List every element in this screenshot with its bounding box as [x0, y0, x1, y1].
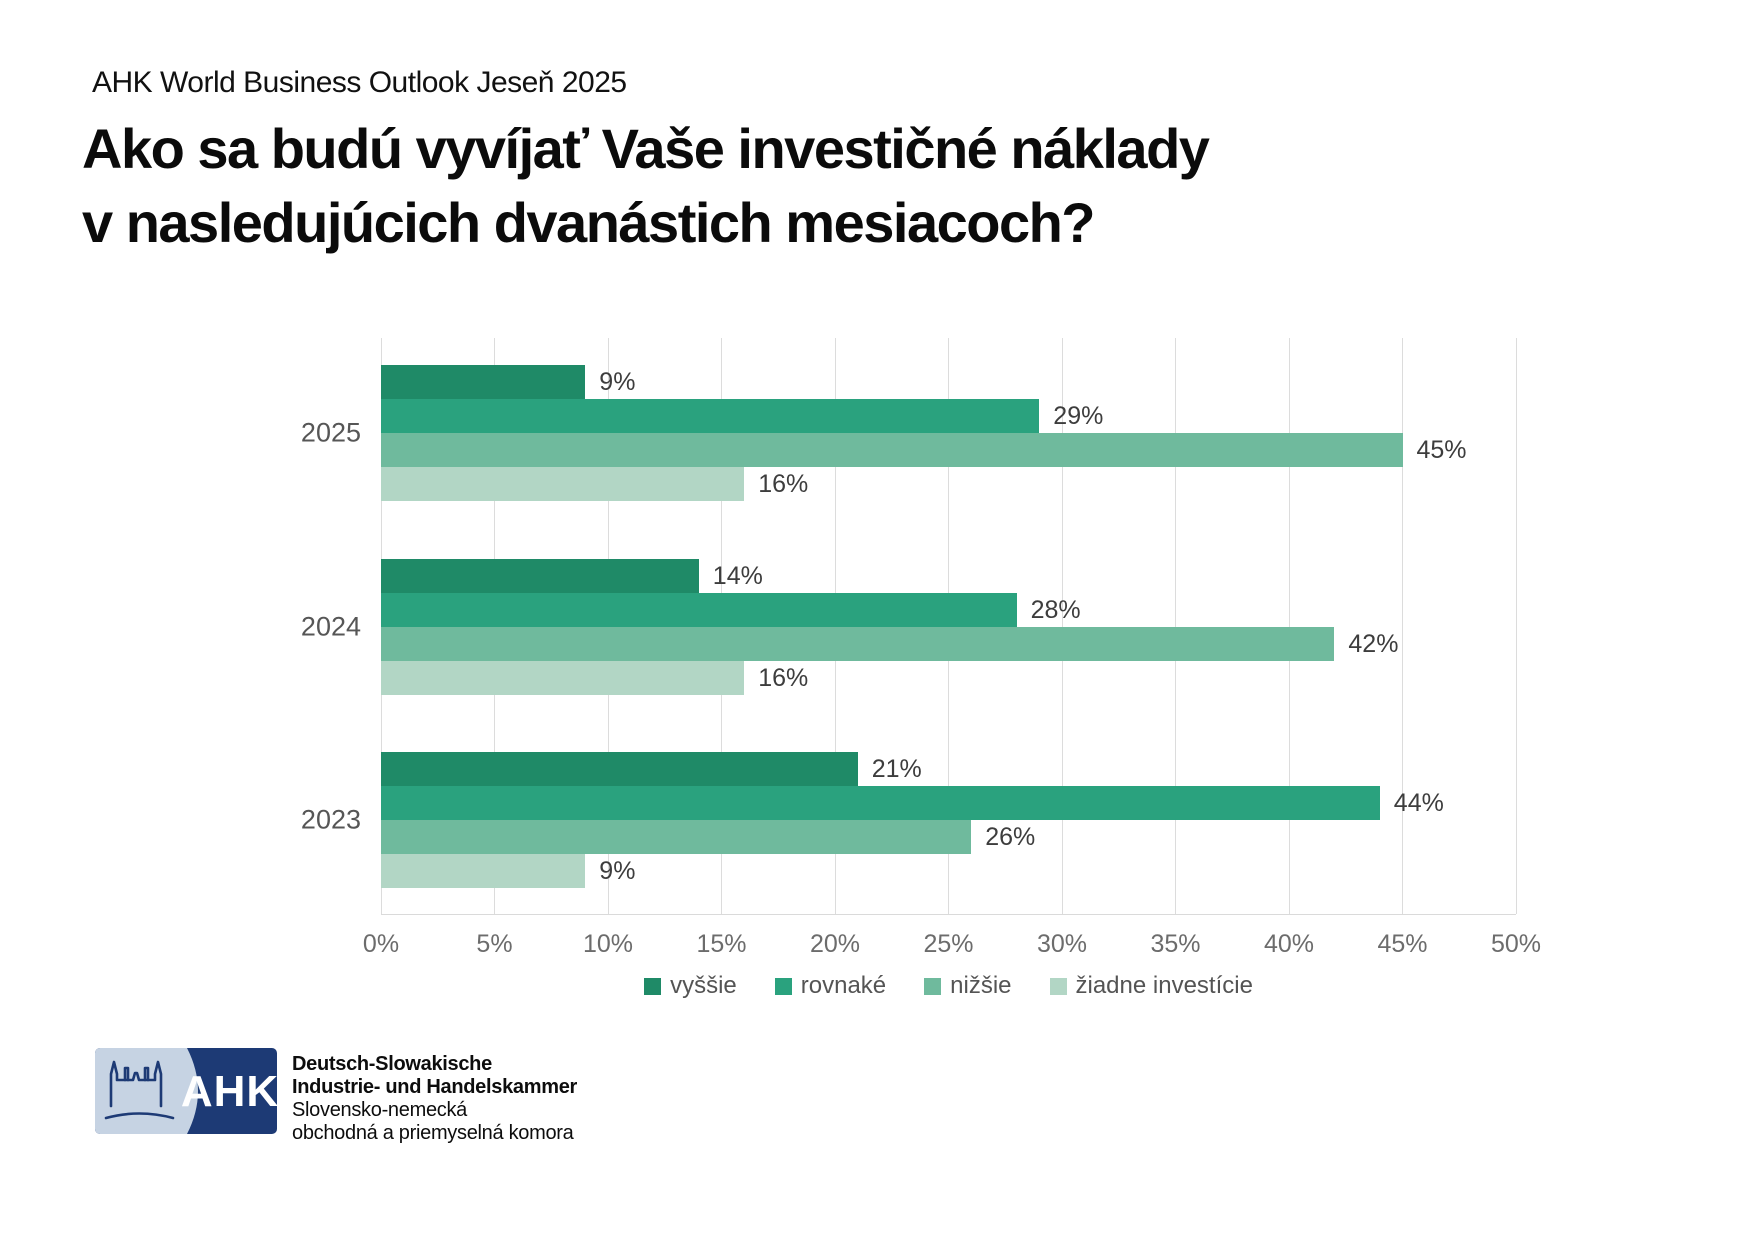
plot-area: 2025 9% 29% 45% 16% 2024 14% 28% 42% 16% 2023 21% 44… — [301, 338, 1517, 915]
bar-2025-žiadne investície — [381, 467, 745, 501]
bar-2024-vyššie — [381, 558, 699, 593]
legend-swatch-icon — [644, 977, 662, 995]
legend-item-nižšie: nižšie — [924, 972, 1012, 1000]
x-tick-label: 50% — [1490, 930, 1542, 958]
legend-label: nižšie — [950, 972, 1012, 999]
gridline — [1515, 338, 1517, 914]
year-label: 2024 — [300, 611, 361, 641]
legend-label: žiadne investície — [1075, 972, 1253, 999]
legend-label: rovnaké — [800, 972, 887, 999]
bar-2025-nižšie — [381, 433, 1403, 467]
bar-value-label: 9% — [599, 368, 636, 396]
x-tick-label: 40% — [1263, 930, 1315, 958]
chart-title-line1: Ako sa budú vyvíjať Vaše investičné nákl… — [82, 117, 1210, 180]
bar-value-label: 16% — [758, 470, 809, 498]
legend-item-rovnaké: rovnaké — [774, 972, 887, 1000]
bar-2025-rovnaké — [381, 399, 1040, 433]
gridline — [1402, 338, 1403, 914]
bar-value-label: 45% — [1416, 436, 1467, 464]
legend-swatch-icon — [774, 977, 792, 995]
legend-swatch-icon — [1049, 977, 1067, 995]
bar-value-label: 9% — [599, 857, 636, 885]
x-tick-label: 20% — [809, 930, 861, 958]
gridline — [1061, 338, 1063, 914]
bar-value-label: 21% — [871, 755, 922, 783]
bar-2023-nižšie — [381, 820, 972, 854]
bar-2024-rovnaké — [381, 592, 1017, 627]
x-tick-label: 0% — [362, 930, 400, 958]
org-name-block: Deutsch-Slowakische Industrie- und Hande… — [292, 1048, 577, 1145]
bar-value-label: 29% — [1053, 402, 1104, 430]
x-tick-label: 15% — [696, 930, 747, 958]
bar-value-label: 42% — [1348, 629, 1399, 658]
org-name-line4: obchodná a priemyselná komora — [292, 1122, 574, 1144]
legend-item-žiadne investície: žiadne investície — [1049, 972, 1253, 1000]
chart-title: Ako sa budú vyvíjať Vaše investičné nákl… — [82, 112, 1210, 261]
x-tick-label: 5% — [476, 930, 513, 958]
year-label: 2025 — [300, 417, 361, 448]
org-name-line1: Deutsch-Slowakische — [292, 1053, 492, 1075]
ahk-logo-light-panel — [95, 1048, 198, 1134]
bar-2024-žiadne investície — [381, 660, 745, 695]
bar-value-label: 26% — [985, 823, 1036, 851]
x-tick-label: 25% — [923, 930, 974, 958]
bar-group-2024: 2024 14% 28% 42% 16% — [301, 558, 1516, 695]
bar-group-2023: 2023 21% 44% 26% 9% — [301, 752, 1516, 888]
bar-2023-žiadne investície — [381, 854, 586, 888]
bar-2023-vyššie — [381, 752, 858, 786]
ahk-logo-abbr: AHK — [181, 1067, 277, 1116]
bar-value-label: 28% — [1030, 595, 1081, 624]
org-name-line2: Industrie- und Handelskammer — [292, 1076, 577, 1098]
bar-value-label: 14% — [712, 561, 763, 590]
year-label: 2023 — [300, 804, 361, 835]
x-tick-label: 30% — [1036, 930, 1088, 958]
org-name-line3: Slovensko-nemecká — [292, 1099, 467, 1121]
castle-icon — [104, 1060, 175, 1120]
legend: vyššie rovnaké nižšie žiadne investície — [381, 972, 1516, 1000]
bar-2024-nižšie — [381, 626, 1335, 661]
x-tick-label: 35% — [1150, 930, 1201, 958]
legend-item-vyššie: vyššie — [644, 972, 737, 1000]
bar-group-2025: 2025 9% 29% 45% 16% — [301, 365, 1516, 501]
chart-subtitle: AHK World Business Outlook Jeseň 2025 — [92, 66, 627, 99]
footer-logo-block: AHK Deutsch-Slowakische Industrie- und H… — [95, 1048, 577, 1145]
bar-value-label: 44% — [1393, 789, 1444, 817]
chart-title-line2: v nasledujúcich dvanástich mesiacoch? — [82, 191, 1096, 255]
legend-swatch-icon — [924, 977, 942, 995]
x-axis: 0% 5% 10% 15% 20% 25% 30% 35% 40% 45% 50% — [363, 930, 1541, 960]
legend-label: vyššie — [670, 972, 737, 999]
x-tick-label: 45% — [1377, 930, 1428, 958]
bar-value-label: 16% — [758, 663, 809, 692]
bar-2023-rovnaké — [381, 786, 1380, 820]
gridline — [1288, 338, 1290, 914]
ahk-logo: AHK — [95, 1048, 277, 1134]
x-tick-label: 10% — [582, 930, 634, 958]
gridline — [1175, 338, 1176, 914]
bar-2025-vyššie — [381, 365, 586, 399]
